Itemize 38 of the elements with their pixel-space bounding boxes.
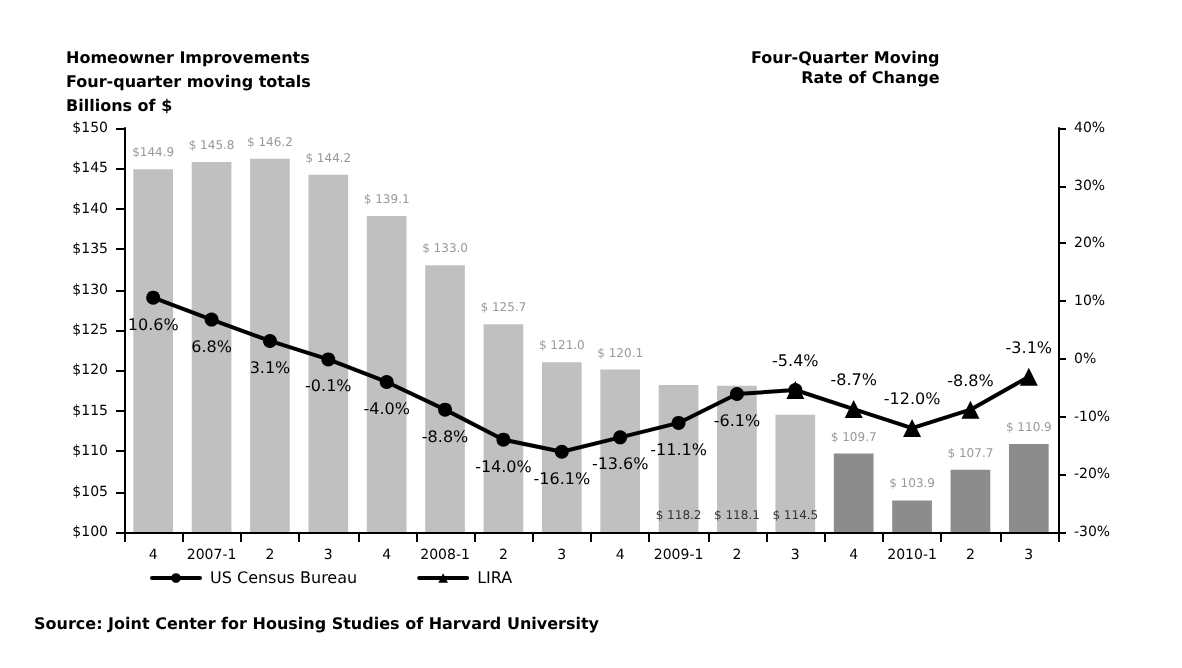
y2-axis-title: Four-Quarter Moving Rate of Change — [750, 49, 941, 87]
point — [613, 430, 628, 445]
point — [204, 312, 219, 327]
data-label: -14.0% — [475, 457, 533, 476]
point — [961, 400, 980, 419]
data-label: -8.8% — [421, 427, 470, 446]
point — [262, 333, 277, 348]
point — [554, 444, 569, 459]
data-label: -5.4% — [772, 352, 820, 371]
data-label: -12.0% — [883, 390, 942, 409]
point — [146, 290, 161, 305]
point — [729, 387, 744, 402]
chart-subtitle: Four-quarter moving totals — [66, 73, 312, 91]
point — [379, 374, 394, 389]
point — [844, 400, 863, 419]
point — [903, 419, 922, 438]
point — [496, 432, 511, 447]
point — [1019, 367, 1038, 386]
legend-label: US Census Bureau — [210, 569, 358, 587]
data-label: -3.1% — [1005, 338, 1053, 357]
data-label: -0.1% — [305, 377, 353, 396]
data-label: -4.0% — [363, 399, 411, 418]
data-label: -13.6% — [591, 455, 650, 474]
data-label: 3.1% — [249, 358, 292, 377]
point — [671, 415, 686, 430]
point — [438, 402, 453, 417]
data-label: -16.1% — [533, 469, 591, 488]
legend-label: LIRA — [477, 569, 514, 587]
data-label: -8.7% — [830, 371, 878, 390]
data-label: 6.8% — [191, 337, 233, 356]
point — [321, 352, 336, 367]
chart-title: Homeowner Improvements — [66, 49, 311, 67]
data-label: -8.8% — [947, 371, 995, 390]
source-note: Source: Joint Center for Housing Studies of Harvard University — [34, 615, 601, 633]
y-axis-title: Billions of $ — [66, 97, 174, 115]
data-label: -6.1% — [713, 412, 761, 431]
data-label: 10.6% — [127, 315, 180, 334]
data-label: -11.1% — [650, 440, 708, 459]
